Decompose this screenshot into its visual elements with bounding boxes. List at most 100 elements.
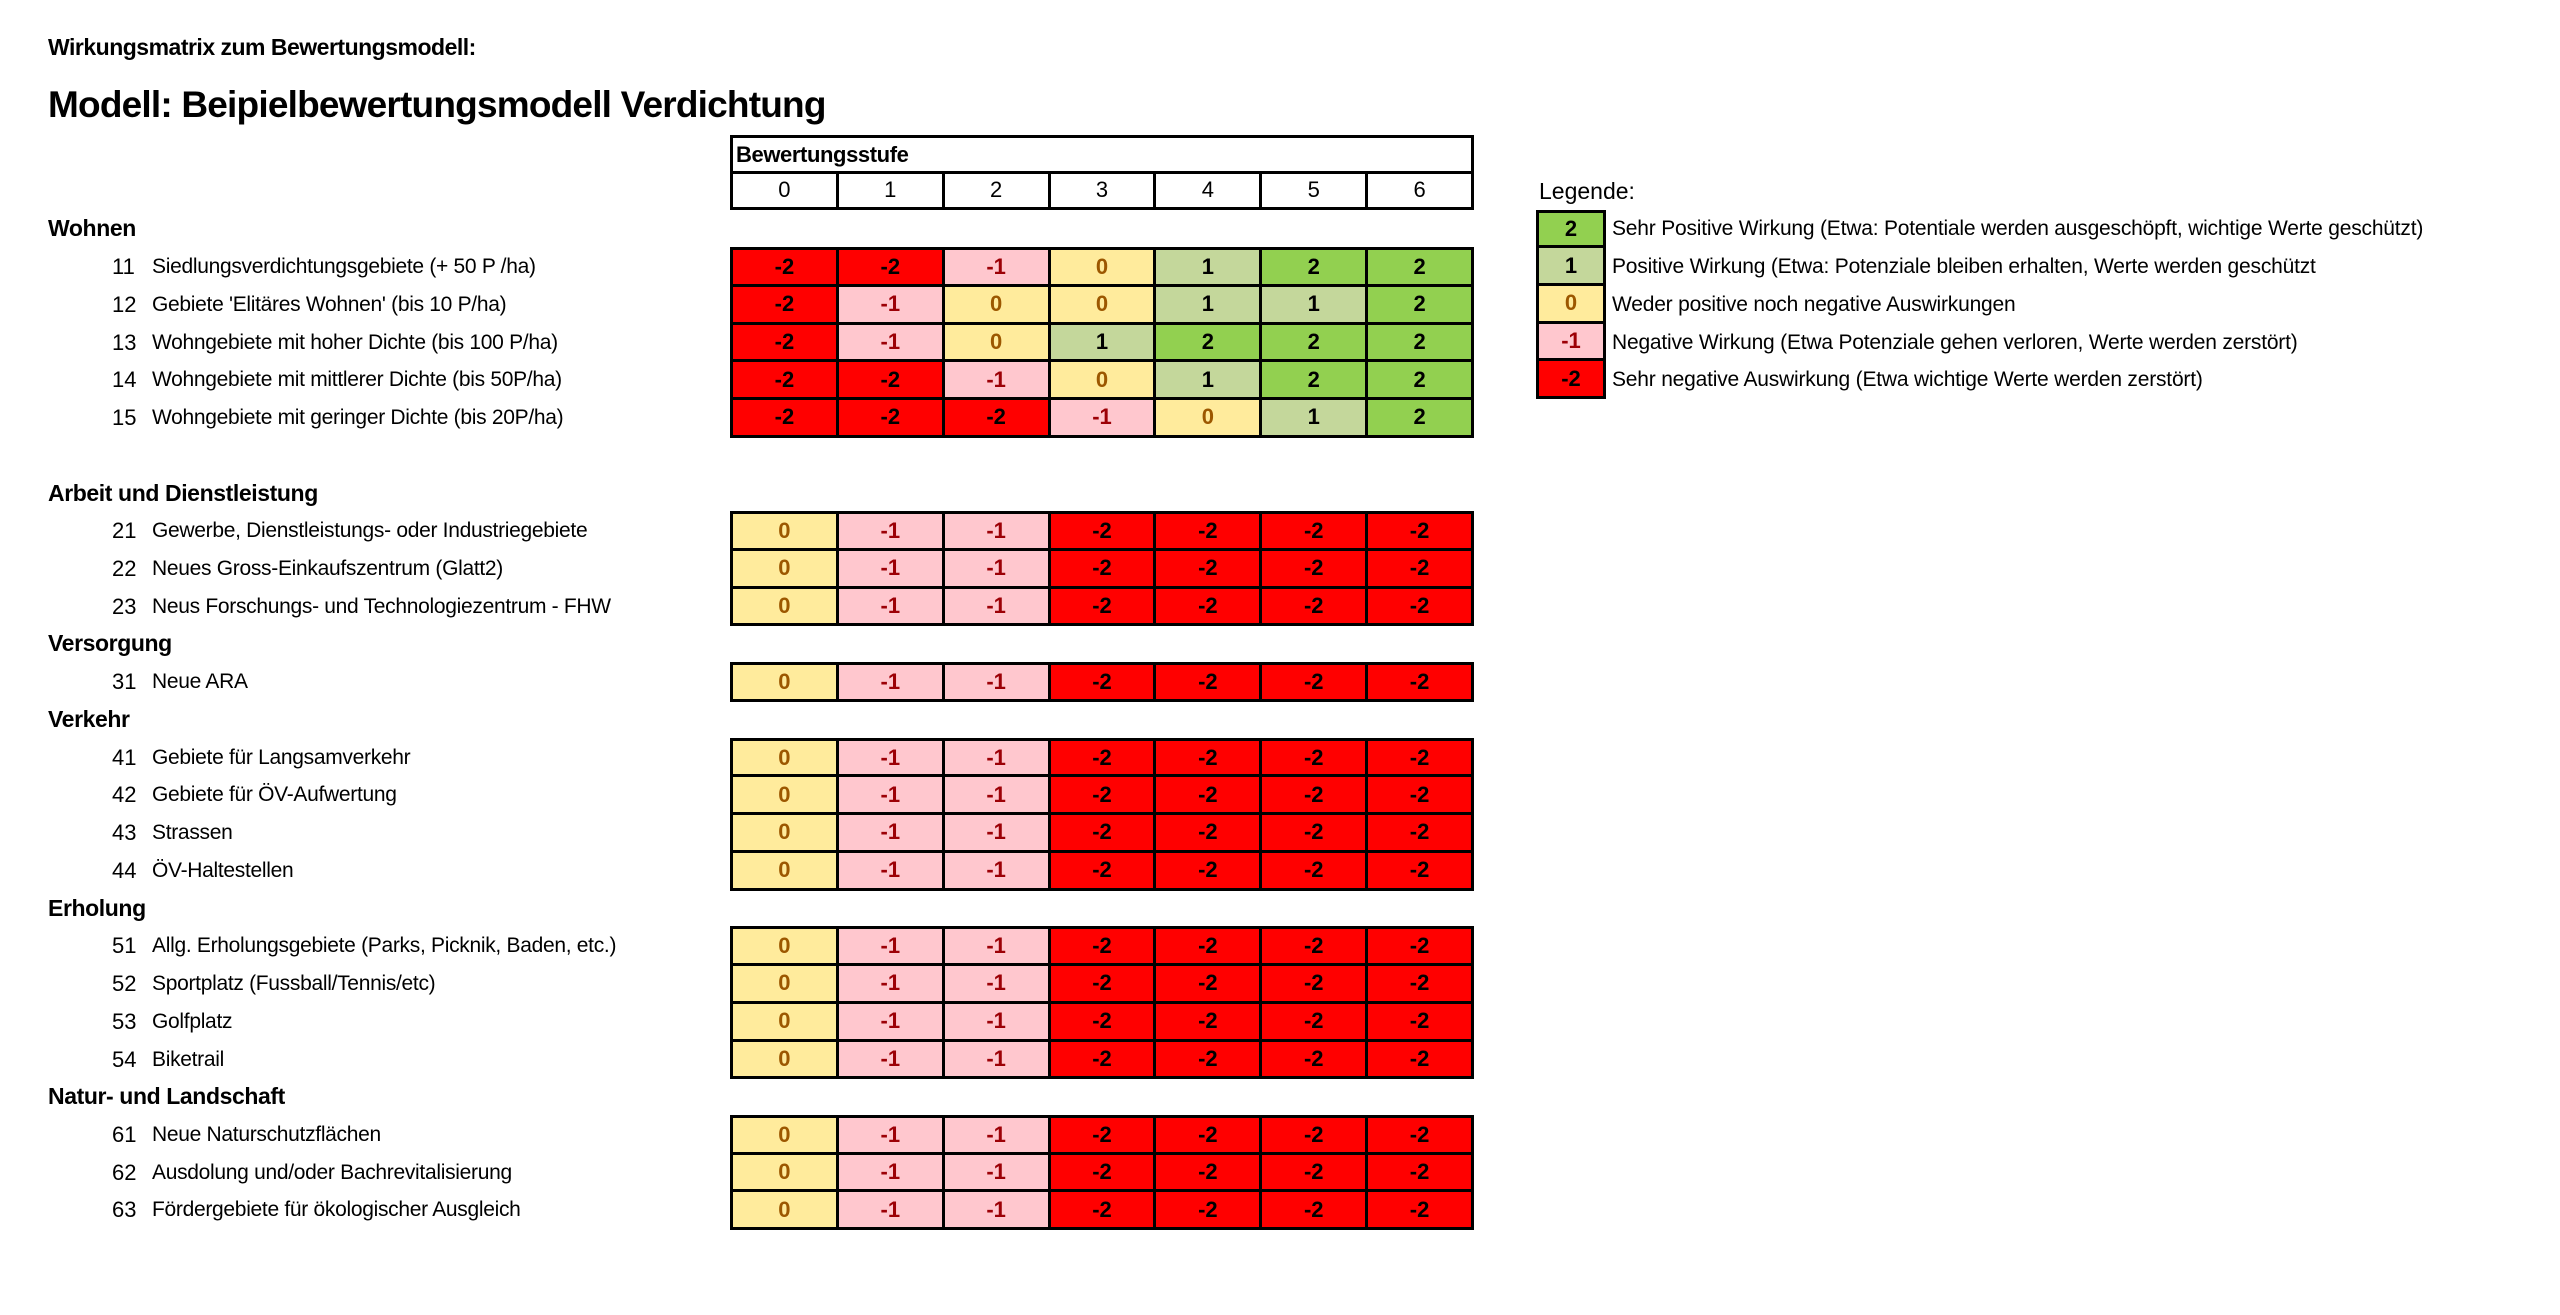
impact-cell: -1: [838, 815, 945, 850]
rating-level-4: 4: [1156, 173, 1263, 207]
impact-cell: -2: [1050, 1192, 1157, 1228]
impact-cell: -1: [838, 740, 945, 775]
impact-cell: -1: [944, 1117, 1051, 1152]
impact-cell: -2: [1050, 588, 1157, 624]
impact-cell: 0: [1156, 400, 1263, 435]
impact-cell: -2: [1050, 966, 1157, 1001]
matrix-row: 0 -1 -1 -2 -2 -2 -2: [730, 812, 1474, 853]
impact-cell: 0: [733, 815, 839, 850]
impact-cell: -2: [1156, 929, 1263, 964]
impact-cell: 0: [733, 777, 839, 813]
item-label: Siedlungsverdichtungsgebiete (+ 50 P /ha…: [152, 255, 536, 279]
impact-cell: 0: [733, 740, 839, 775]
impact-cell: -2: [1156, 1041, 1263, 1077]
item-number: 51: [112, 933, 137, 959]
item-label: Ausdolung und/oder Bachrevitalisierung: [152, 1160, 512, 1184]
impact-cell: -2: [1156, 966, 1263, 1001]
impact-cell: -2: [1262, 852, 1369, 888]
impact-cell: 2: [1262, 250, 1369, 284]
item-number: 23: [112, 593, 137, 619]
impact-cell: -2: [1262, 1154, 1369, 1190]
impact-cell: -2: [1368, 514, 1472, 549]
category-header: Natur- und Landschaft: [48, 1083, 285, 1110]
impact-cell: -1: [944, 1154, 1051, 1190]
legend-swatch: -1: [1536, 320, 1606, 362]
impact-cell: -2: [838, 250, 945, 284]
item-number: 54: [112, 1046, 137, 1072]
legend-swatch: -2: [1536, 358, 1606, 400]
impact-cell: -1: [838, 966, 945, 1001]
item-label: Neues Gross-Einkaufszentrum (Glatt2): [152, 557, 503, 581]
impact-cell: -2: [1262, 777, 1369, 813]
legend-text: Sehr Positive Wirkung (Etwa: Potentiale …: [1612, 217, 2424, 241]
impact-cell: -1: [838, 1154, 945, 1190]
impact-cell: -2: [733, 400, 839, 435]
matrix-row: 0 -1 -1 -2 -2 -2 -2: [730, 585, 1474, 627]
impact-cell: -2: [1050, 1003, 1157, 1039]
impact-cell: -2: [1262, 665, 1369, 699]
legend-text: Weder positive noch negative Auswirkunge…: [1612, 292, 2016, 316]
impact-cell: -2: [1262, 966, 1369, 1001]
impact-cell: -2: [1368, 740, 1472, 775]
impact-cell: 0: [733, 665, 839, 699]
impact-cell: -2: [1050, 551, 1157, 586]
impact-cell: 0: [733, 852, 839, 888]
impact-cell: -2: [1156, 551, 1263, 586]
legend-text: Positive Wirkung (Etwa: Potenziale bleib…: [1612, 255, 2316, 279]
impact-cell: 2: [1368, 324, 1472, 360]
impact-cell: -2: [1368, 815, 1472, 850]
impact-cell: -1: [838, 929, 945, 964]
impact-cell: -1: [944, 362, 1051, 398]
impact-cell: 0: [733, 514, 839, 549]
impact-cell: -2: [1156, 514, 1263, 549]
impact-cell: -1: [838, 1192, 945, 1228]
impact-cell: 0: [733, 588, 839, 624]
item-number: 44: [112, 857, 137, 883]
impact-cell: 0: [1050, 250, 1157, 284]
impact-cell: -1: [944, 1041, 1051, 1077]
item-label: Neue Naturschutzflächen: [152, 1122, 381, 1146]
impact-cell: 0: [733, 1117, 839, 1152]
impact-cell: -2: [1368, 665, 1472, 699]
item-label: Sportplatz (Fussball/Tennis/etc): [152, 972, 436, 996]
impact-cell: -1: [944, 1192, 1051, 1228]
matrix-row: 0 -1 -1 -2 -2 -2 -2: [730, 1189, 1474, 1231]
impact-cell: -2: [1156, 815, 1263, 850]
impact-cell: -1: [838, 1003, 945, 1039]
impact-cell: -2: [1050, 1117, 1157, 1152]
item-number: 22: [112, 556, 137, 582]
impact-cell: -2: [1156, 1003, 1263, 1039]
item-number: 14: [112, 367, 137, 393]
matrix-row: 0 -1 -1 -2 -2 -2 -2: [730, 1114, 1474, 1155]
item-number: 41: [112, 744, 137, 770]
impact-cell: -1: [944, 777, 1051, 813]
matrix-row: 0 -1 -1 -2 -2 -2 -2: [730, 1038, 1474, 1080]
impact-cell: -2: [838, 400, 945, 435]
impact-cell: -2: [1050, 929, 1157, 964]
impact-cell: -2: [1156, 588, 1263, 624]
legend-text: Negative Wirkung (Etwa Potenziale gehen …: [1612, 330, 2298, 354]
matrix-row: 0 -1 -1 -2 -2 -2 -2: [730, 849, 1474, 891]
impact-cell: 0: [1050, 286, 1157, 322]
item-number: 43: [112, 820, 137, 846]
model-title: Modell: Beipielbewertungsmodell Verdicht…: [48, 84, 826, 125]
category-header: Verkehr: [48, 705, 130, 732]
item-label: Strassen: [152, 821, 233, 845]
item-number: 61: [112, 1121, 137, 1147]
impact-cell: -2: [733, 250, 839, 284]
impact-cell: -1: [838, 551, 945, 586]
impact-cell: 1: [1262, 286, 1369, 322]
impact-cell: -1: [944, 514, 1051, 549]
impact-cell: -1: [944, 250, 1051, 284]
impact-cell: -2: [1050, 1154, 1157, 1190]
matrix-row: 0 -1 -1 -2 -2 -2 -2: [730, 737, 1474, 778]
matrix-row: 0 -1 -1 -2 -2 -2 -2: [730, 1000, 1474, 1042]
legend-swatch: 0: [1536, 282, 1606, 324]
impact-cell: 1: [1050, 324, 1157, 360]
matrix-row: 0 -1 -1 -2 -2 -2 -2: [730, 926, 1474, 967]
impact-cell: -2: [1368, 1192, 1472, 1228]
legend-swatch: 1: [1536, 245, 1606, 286]
matrix-row: -2 -1 0 0 1 1 2: [730, 283, 1474, 325]
impact-cell: -2: [1262, 1041, 1369, 1077]
impact-cell: -2: [1156, 1117, 1263, 1152]
